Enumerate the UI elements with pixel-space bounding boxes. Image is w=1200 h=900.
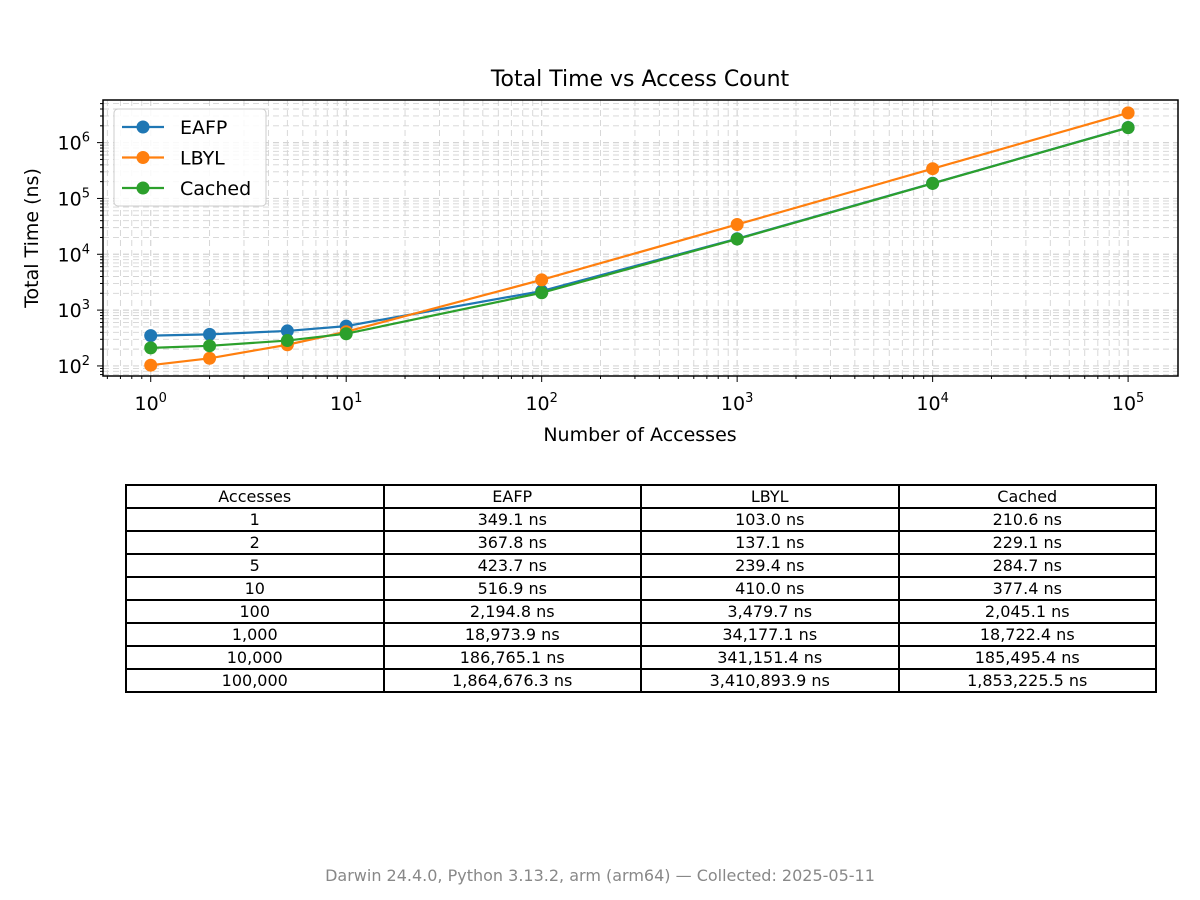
cell-eafp: 367.8 ns — [382, 530, 642, 555]
cell-lbyl: 137.1 ns — [640, 530, 900, 555]
data-point-eafp — [144, 329, 158, 343]
cell-accesses: 1,000 — [125, 622, 385, 647]
cell-lbyl: 3,410,893.9 ns — [640, 668, 900, 693]
series-line-cached — [150, 126, 1129, 349]
plot-frame — [102, 99, 1179, 377]
cell-cached: 1,853,225.5 ns — [897, 668, 1157, 693]
data-point-cached — [339, 327, 353, 341]
cell-accesses: 100,000 — [125, 668, 385, 693]
data-point-eafp — [203, 327, 217, 341]
cell-accesses: 2 — [125, 530, 385, 555]
series-line-eafp — [150, 126, 1129, 337]
cell-lbyl: 34,177.1 ns — [640, 622, 900, 647]
cell-accesses: 1 — [125, 507, 385, 532]
legend-label-eafp: EAFP — [180, 117, 227, 139]
cell-cached: 229.1 ns — [897, 530, 1157, 555]
y-tick-label: 102 — [58, 354, 90, 378]
cell-cached: 185,495.4 ns — [897, 645, 1157, 670]
header-cached: Cached — [897, 484, 1157, 509]
cell-lbyl: 103.0 ns — [640, 507, 900, 532]
x-axis-label: Number of Accesses — [543, 424, 736, 446]
line-chart: Total Time vs Access Count 100 101 102 103 1… — [21, 67, 1179, 446]
table-row: 10 516.9 ns 410.0 ns 377.4 ns — [125, 576, 1157, 601]
cell-accesses: 100 — [125, 599, 385, 624]
cell-cached: 377.4 ns — [897, 576, 1157, 601]
data-point-lbyl — [144, 358, 158, 372]
header-accesses: Accesses — [125, 484, 385, 509]
data-point-cached — [926, 176, 940, 190]
data-point-lbyl — [1121, 106, 1135, 120]
cell-cached: 210.6 ns — [897, 507, 1157, 532]
data-point-cached — [144, 341, 158, 355]
table-row: 2 367.8 ns 137.1 ns 229.1 ns — [125, 530, 1157, 555]
data-point-lbyl — [926, 162, 940, 176]
legend-marker-eafp — [136, 120, 150, 134]
y-tick-label: 105 — [58, 186, 90, 210]
x-tick-label: 103 — [721, 391, 753, 415]
cell-accesses: 10 — [125, 576, 385, 601]
chart-title: Total Time vs Access Count — [490, 67, 790, 92]
data-point-cached — [535, 286, 549, 300]
data-point-lbyl — [203, 351, 217, 365]
cell-eafp: 516.9 ns — [382, 576, 642, 601]
data-point-cached — [730, 232, 744, 246]
cell-accesses: 10,000 — [125, 645, 385, 670]
cell-lbyl: 239.4 ns — [640, 553, 900, 578]
cell-cached: 2,045.1 ns — [897, 599, 1157, 624]
header-eafp: EAFP — [382, 484, 642, 509]
cell-eafp: 1,864,676.3 ns — [382, 668, 642, 693]
results-table: Accesses EAFP LBYL Cached 1 349.1 ns 103… — [125, 484, 1157, 693]
y-tick-label: 104 — [58, 242, 90, 266]
legend-box — [113, 108, 267, 207]
x-tick-label: 101 — [330, 391, 362, 415]
data-point-cached — [1121, 121, 1135, 135]
table-row: 5 423.7 ns 239.4 ns 284.7 ns — [125, 553, 1157, 578]
cell-lbyl: 410.0 ns — [640, 576, 900, 601]
y-tick-label: 103 — [58, 298, 90, 322]
x-tick-label: 102 — [525, 391, 557, 415]
data-point-eafp — [280, 324, 294, 338]
table-header-row: Accesses EAFP LBYL Cached — [125, 484, 1157, 509]
cell-cached: 18,722.4 ns — [897, 622, 1157, 647]
data-point-cached — [203, 339, 217, 353]
x-tick-label: 100 — [134, 391, 166, 415]
environment-footer: Darwin 24.4.0, Python 3.13.2, arm (arm64… — [325, 866, 875, 885]
data-point-lbyl — [730, 217, 744, 231]
table-row: 100 2,194.8 ns 3,479.7 ns 2,045.1 ns — [125, 599, 1157, 624]
cell-lbyl: 3,479.7 ns — [640, 599, 900, 624]
header-lbyl: LBYL — [640, 484, 900, 509]
x-tick-label: 104 — [916, 391, 948, 415]
legend-marker-cached — [136, 181, 150, 195]
legend-marker-lbyl — [136, 151, 150, 164]
cell-lbyl: 341,151.4 ns — [640, 645, 900, 670]
legend: EAFP LBYL Cached — [113, 108, 267, 207]
table-row: 100,000 1,864,676.3 ns 3,410,893.9 ns 1,… — [125, 668, 1157, 693]
cell-eafp: 349.1 ns — [382, 507, 642, 532]
data-point-cached — [280, 334, 294, 348]
cell-eafp: 186,765.1 ns — [382, 645, 642, 670]
x-tick-label: 105 — [1112, 391, 1144, 415]
table-row: 1,000 18,973.9 ns 34,177.1 ns 18,722.4 n… — [125, 622, 1157, 647]
y-tick-label: 106 — [58, 131, 90, 155]
legend-label-cached: Cached — [180, 178, 251, 200]
cell-accesses: 5 — [125, 553, 385, 578]
y-axis-label: Total Time (ns) — [21, 168, 43, 309]
cell-cached: 284.7 ns — [897, 553, 1157, 578]
cell-eafp: 423.7 ns — [382, 553, 642, 578]
table-row: 10,000 186,765.1 ns 341,151.4 ns 185,495… — [125, 645, 1157, 670]
cell-eafp: 18,973.9 ns — [382, 622, 642, 647]
cell-eafp: 2,194.8 ns — [382, 599, 642, 624]
table-row: 1 349.1 ns 103.0 ns 210.6 ns — [125, 507, 1157, 532]
series-line-lbyl — [150, 111, 1129, 367]
data-point-lbyl — [535, 273, 549, 287]
grid — [103, 100, 1178, 376]
legend-label-lbyl: LBYL — [180, 148, 225, 170]
series-lines — [144, 106, 1135, 372]
